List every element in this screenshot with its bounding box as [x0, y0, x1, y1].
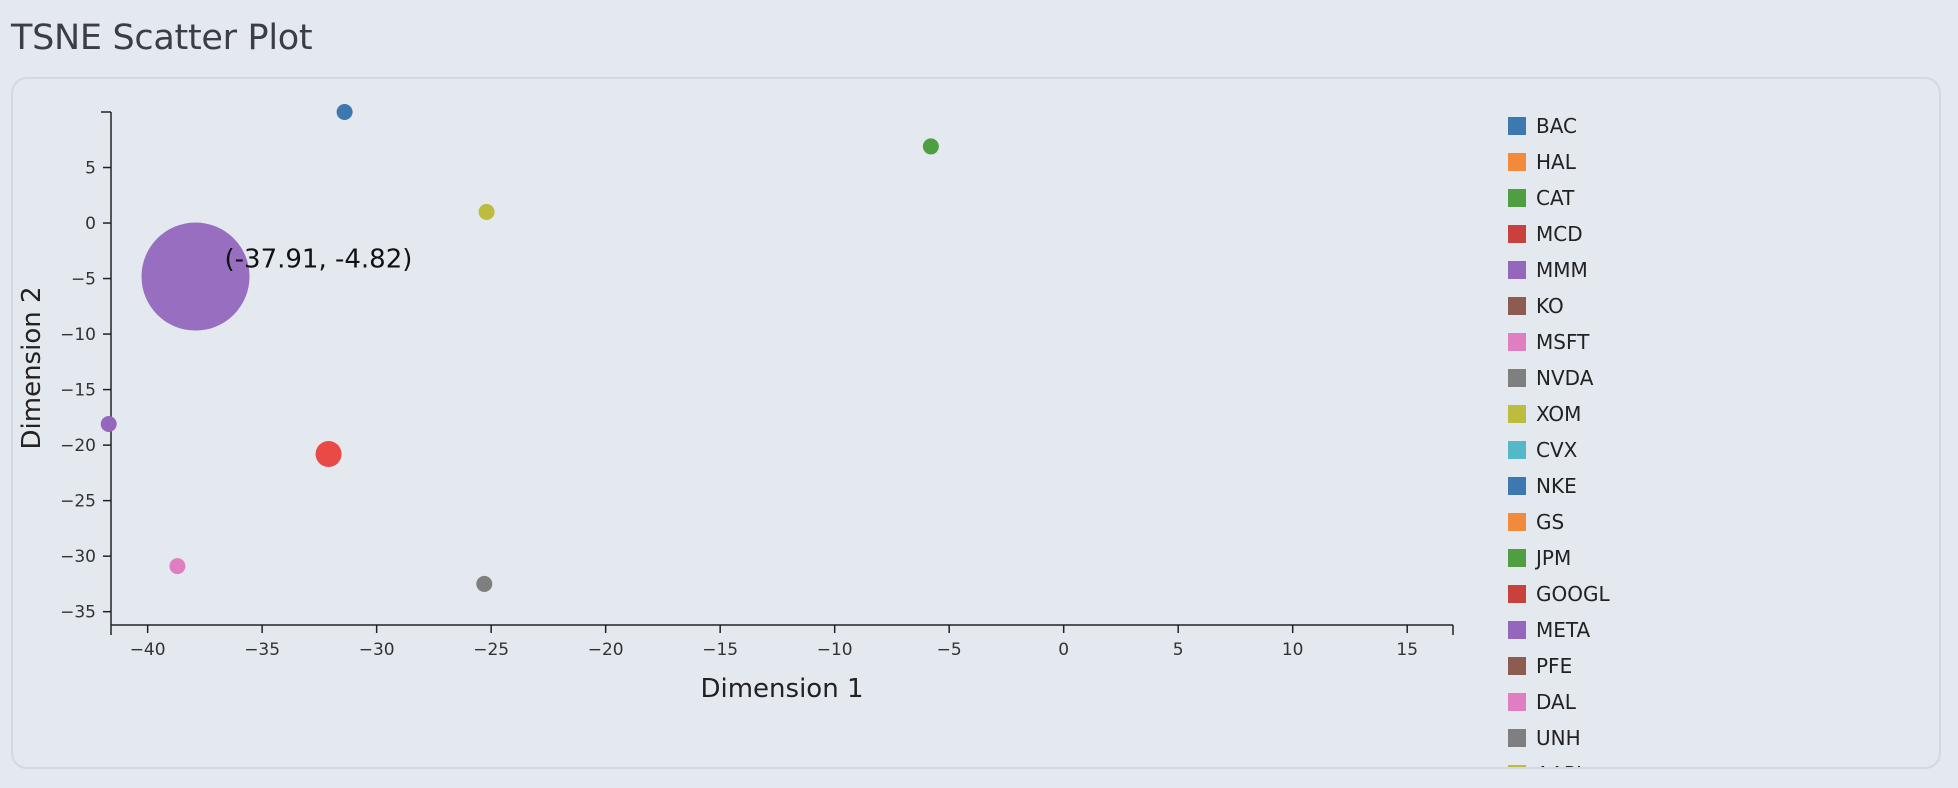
legend-item-gs[interactable]: GS	[1508, 504, 1610, 540]
legend-label: DAL	[1536, 690, 1576, 714]
legend-swatch	[1508, 441, 1526, 459]
legend-item-cat[interactable]: CAT	[1508, 180, 1610, 216]
legend-label: MCD	[1536, 222, 1583, 246]
legend-label: PFE	[1536, 654, 1573, 678]
scatter-point[interactable]	[141, 222, 250, 331]
legend-label: KO	[1536, 294, 1564, 318]
x-tick-label: 15	[1396, 640, 1418, 660]
legend-label: NKE	[1536, 474, 1577, 498]
scatter-point[interactable]	[478, 203, 495, 220]
x-axis: −40 −35 −30 −25 −20 −15 −10 −5 0 5 10 15	[110, 624, 1454, 660]
legend-swatch	[1508, 621, 1526, 639]
scatter-point[interactable]	[336, 104, 353, 120]
y-axis-label: Dimension 2	[17, 286, 47, 449]
legend-item-nke[interactable]: NKE	[1508, 468, 1610, 504]
x-tick-label: −20	[588, 640, 624, 660]
legend-swatch	[1508, 117, 1526, 135]
legend-item-ko[interactable]: KO	[1508, 288, 1610, 324]
legend-item-pfe[interactable]: PFE	[1508, 648, 1610, 684]
x-tick-label: 5	[1173, 640, 1184, 660]
x-tick-label: −30	[359, 640, 395, 660]
legend-swatch	[1508, 297, 1526, 315]
y-tick-label: 5	[85, 159, 96, 179]
legend-item-meta[interactable]: META	[1508, 612, 1610, 648]
x-tick-label: −5	[937, 640, 962, 660]
chart-panel: −40 −35 −30 −25 −20 −15 −10 −5 0 5 10 15 5 0 −5 −10 −15…	[11, 77, 1941, 769]
page-title: TSNE Scatter Plot	[11, 18, 313, 58]
legend-item-cvx[interactable]: CVX	[1508, 432, 1610, 468]
legend-label: MSFT	[1536, 330, 1590, 354]
y-tick-label: −30	[60, 547, 96, 567]
legend-item-hal[interactable]: HAL	[1508, 144, 1610, 180]
legend-label: XOM	[1536, 402, 1582, 426]
legend-swatch	[1508, 225, 1526, 243]
scatter-point[interactable]	[476, 575, 493, 592]
x-tick-label: −15	[702, 640, 738, 660]
points-layer	[100, 104, 939, 592]
x-axis-label: Dimension 1	[700, 674, 863, 704]
legend-item-msft[interactable]: MSFT	[1508, 324, 1610, 360]
scatter-chart: −40 −35 −30 −25 −20 −15 −10 −5 0 5 10 15 5 0 −5 −10 −15…	[17, 104, 1454, 704]
x-tick-label: 10	[1282, 640, 1304, 660]
y-tick-label: 0	[85, 214, 96, 234]
legend-item-nvda[interactable]: NVDA	[1508, 360, 1610, 396]
legend-swatch	[1508, 477, 1526, 495]
legend-label: MMM	[1536, 258, 1588, 282]
x-tick-label: −35	[244, 640, 280, 660]
x-tick-label: 0	[1058, 640, 1069, 660]
scatter-point[interactable]	[169, 558, 186, 575]
legend-item-googl[interactable]: GOOGL	[1508, 576, 1610, 612]
legend-label: UNH	[1536, 726, 1581, 750]
legend-label: HAL	[1536, 150, 1576, 174]
legend-swatch	[1508, 693, 1526, 711]
legend-item-xom[interactable]: XOM	[1508, 396, 1610, 432]
legend-item-unh[interactable]: UNH	[1508, 720, 1610, 756]
legend-swatch	[1508, 657, 1526, 675]
legend-swatch	[1508, 729, 1526, 747]
legend-swatch	[1508, 585, 1526, 603]
legend-swatch	[1508, 513, 1526, 531]
y-tick-label: −25	[60, 492, 96, 512]
y-axis: 5 0 −5 −10 −15 −20 −25 −30 −35	[60, 111, 112, 625]
x-tick-label: −40	[130, 640, 166, 660]
legend: BAC HAL CAT MCD MMM KO MSFT NVDA XOM CVX NKE GS JPM G…	[1508, 108, 1610, 767]
legend-item-jpm[interactable]: JPM	[1508, 540, 1610, 576]
legend-label: BAC	[1536, 114, 1578, 138]
legend-label: JPM	[1536, 546, 1572, 570]
legend-swatch	[1508, 333, 1526, 351]
legend-label: GOOGL	[1536, 582, 1610, 606]
legend-label: CVX	[1536, 438, 1578, 462]
legend-item-mcd[interactable]: MCD	[1508, 216, 1610, 252]
legend-item-aapl[interactable]: AAPL	[1508, 756, 1610, 767]
y-tick-label: −35	[60, 603, 96, 623]
legend-label: GS	[1536, 510, 1565, 534]
legend-swatch	[1508, 189, 1526, 207]
legend-item-mmm[interactable]: MMM	[1508, 252, 1610, 288]
scatter-point[interactable]	[922, 138, 939, 155]
legend-label: NVDA	[1536, 366, 1594, 390]
legend-swatch	[1508, 549, 1526, 567]
legend-label: META	[1536, 618, 1591, 642]
x-tick-label: −10	[817, 640, 853, 660]
legend-label: AAPL	[1536, 762, 1587, 767]
legend-swatch	[1508, 405, 1526, 423]
legend-label: CAT	[1536, 186, 1575, 210]
y-tick-label: −5	[71, 270, 96, 290]
legend-swatch	[1508, 153, 1526, 171]
legend-item-dal[interactable]: DAL	[1508, 684, 1610, 720]
scatter-point[interactable]	[315, 441, 342, 467]
y-tick-label: −20	[60, 436, 96, 456]
y-tick-label: −15	[60, 381, 96, 401]
scatter-point[interactable]	[100, 416, 117, 433]
hover-tooltip: (-37.91, -4.82)	[225, 245, 413, 275]
legend-swatch	[1508, 369, 1526, 387]
legend-item-bac[interactable]: BAC	[1508, 108, 1610, 144]
legend-swatch	[1508, 261, 1526, 279]
y-tick-label: −10	[60, 325, 96, 345]
x-tick-label: −25	[473, 640, 509, 660]
legend-swatch	[1508, 765, 1526, 767]
